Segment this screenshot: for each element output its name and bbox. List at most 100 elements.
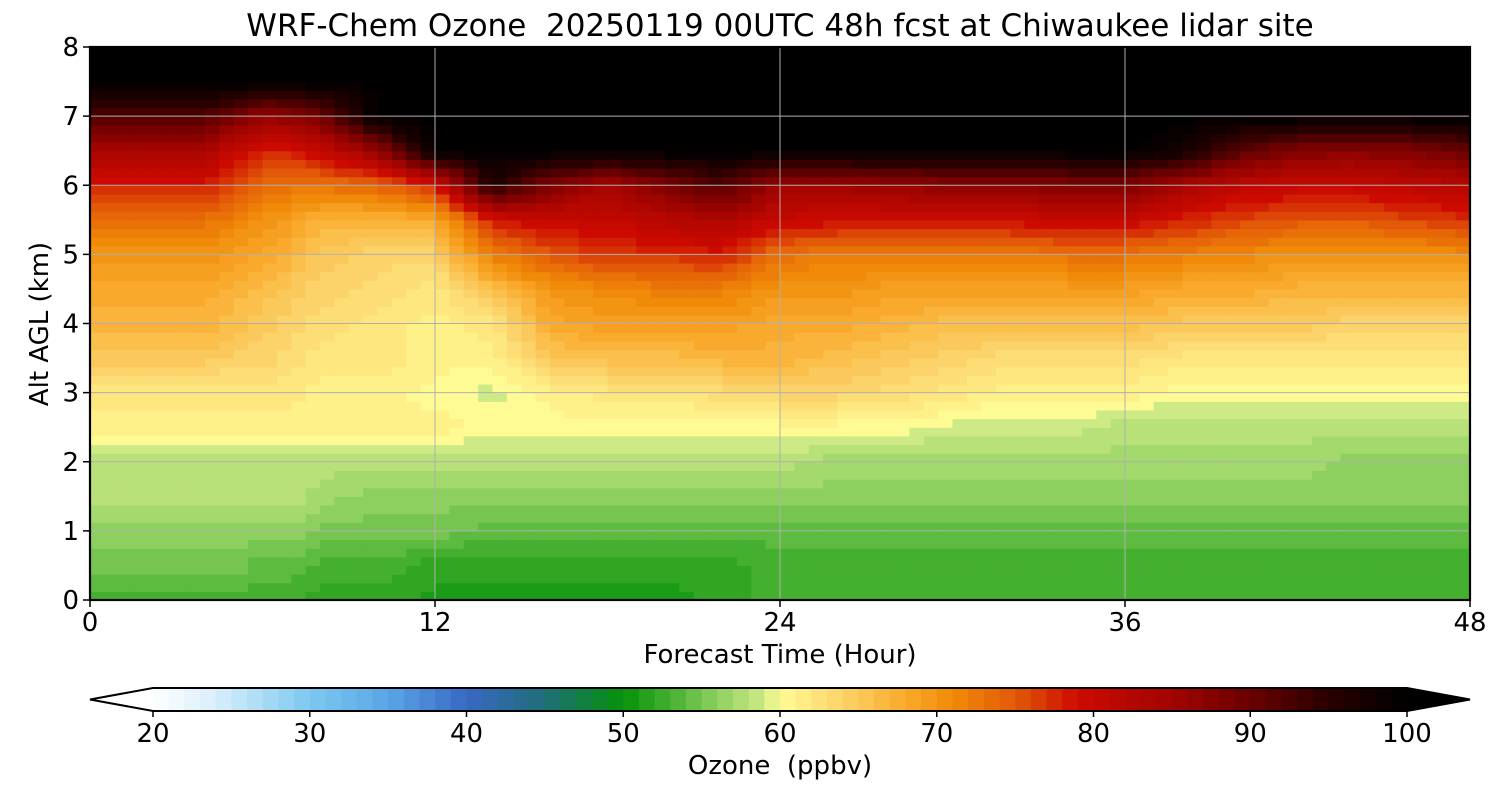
heatmap-cell <box>938 176 954 186</box>
heatmap-cell <box>205 453 220 463</box>
heatmap-cell <box>765 150 781 160</box>
heatmap-cell <box>334 349 350 359</box>
heatmap-cell <box>923 237 939 247</box>
heatmap-cell <box>722 565 738 575</box>
heatmap-cell <box>377 176 393 186</box>
heatmap-cell <box>248 574 264 584</box>
heatmap-cell <box>564 193 580 204</box>
heatmap-cell <box>1340 263 1356 273</box>
heatmap-cell <box>1010 323 1025 333</box>
heatmap-cell <box>665 383 680 394</box>
heatmap-cell <box>765 461 781 471</box>
heatmap-cell <box>621 176 637 186</box>
heatmap-cell <box>1182 444 1198 454</box>
heatmap-cell <box>1240 167 1255 178</box>
heatmap-cell <box>377 513 393 523</box>
heatmap-cell <box>952 548 968 558</box>
heatmap-cell <box>823 271 839 281</box>
heatmap-cell <box>205 574 220 584</box>
heatmap-cell <box>1426 358 1442 368</box>
heatmap-cell <box>248 280 264 290</box>
heatmap-cell <box>1225 323 1241 333</box>
heatmap-cell <box>334 479 350 489</box>
heatmap-cell <box>1196 314 1212 325</box>
heatmap-cell <box>708 150 724 160</box>
heatmap-cell <box>550 254 565 264</box>
heatmap-cell <box>1297 453 1313 463</box>
heatmap-cell <box>104 159 120 169</box>
heatmap-cell <box>1355 167 1370 178</box>
heatmap-cell <box>1455 358 1471 368</box>
heatmap-cell <box>693 383 709 394</box>
heatmap-cell <box>679 245 695 255</box>
heatmap-cell <box>363 306 379 316</box>
heatmap-cell <box>291 530 307 541</box>
heatmap-cell <box>1153 548 1169 558</box>
heatmap-cell <box>478 453 494 463</box>
heatmap-cell <box>133 263 149 273</box>
heatmap-cell <box>780 435 795 446</box>
heatmap-cell <box>147 159 163 169</box>
heatmap-cell <box>923 176 939 186</box>
heatmap-cell <box>909 582 925 592</box>
heatmap-cell <box>1153 461 1169 471</box>
heatmap-cell <box>1053 185 1069 195</box>
heatmap-cell <box>1426 306 1442 316</box>
heatmap-cell <box>895 375 910 385</box>
heatmap-cell <box>449 565 465 575</box>
heatmap-cell <box>377 185 393 195</box>
heatmap-cell <box>866 427 882 437</box>
heatmap-cell <box>1182 479 1198 489</box>
heatmap-cell <box>190 202 206 212</box>
heatmap-cell <box>1225 228 1241 238</box>
heatmap-cell <box>176 487 192 497</box>
heatmap-cell <box>435 254 450 264</box>
heatmap-cell <box>866 193 882 204</box>
heatmap-cell <box>607 453 623 463</box>
heatmap-cell <box>1340 280 1356 290</box>
heatmap-cell <box>506 219 522 230</box>
heatmap-cell <box>895 263 910 273</box>
heatmap-cell <box>1398 565 1414 575</box>
heatmap-cell <box>708 159 724 169</box>
heatmap-cell <box>1153 513 1169 523</box>
heatmap-cell <box>1067 565 1083 575</box>
heatmap-cell <box>219 470 235 480</box>
heatmap-cell <box>420 565 436 575</box>
heatmap-cell <box>1125 522 1140 532</box>
heatmap-cell <box>722 582 738 592</box>
heatmap-cell <box>808 185 824 195</box>
heatmap-cell <box>880 530 896 541</box>
heatmap-cell <box>1398 461 1414 471</box>
heatmap-cell <box>736 582 752 592</box>
heatmap-cell <box>1412 479 1428 489</box>
heatmap-cell <box>966 332 982 342</box>
heatmap-cell <box>1412 530 1428 541</box>
heatmap-cell <box>952 530 968 541</box>
heatmap-cell <box>780 470 795 480</box>
heatmap-cell <box>276 358 292 368</box>
heatmap-cell <box>636 548 652 558</box>
heatmap-cell <box>1455 574 1471 584</box>
heatmap-cell <box>363 167 379 178</box>
heatmap-cell <box>923 288 939 299</box>
heatmap-cell <box>205 548 220 558</box>
heatmap-cell <box>665 435 680 446</box>
heatmap-cell <box>276 409 292 420</box>
heatmap-cell <box>1168 556 1184 567</box>
heatmap-cell <box>708 470 724 480</box>
heatmap-cell <box>1053 504 1069 515</box>
heatmap-cell <box>420 409 436 420</box>
heatmap-cell <box>636 228 652 238</box>
heatmap-cell <box>794 297 810 307</box>
heatmap-cell <box>665 280 680 290</box>
heatmap-cell <box>1053 211 1069 221</box>
heatmap-cell <box>751 435 767 446</box>
heatmap-cell <box>1283 556 1299 567</box>
heatmap-cell <box>1225 366 1241 376</box>
heatmap-cell <box>420 574 436 584</box>
heatmap-cell <box>1369 228 1385 238</box>
heatmap-cell <box>938 427 954 437</box>
heatmap-cell <box>823 444 839 454</box>
heatmap-cell <box>291 591 307 601</box>
